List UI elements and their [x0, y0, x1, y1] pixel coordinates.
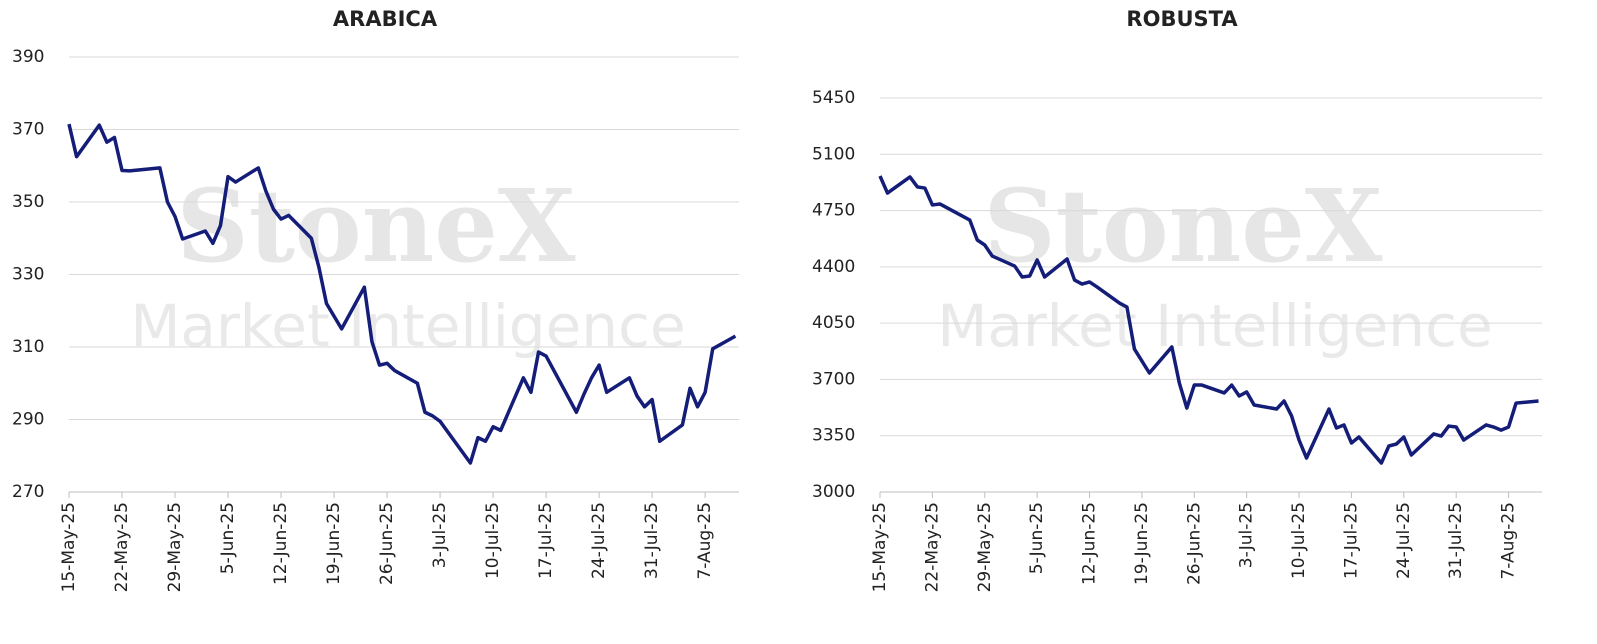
x-tick-label: 26-Jun-25 — [377, 502, 397, 585]
chart-title: ARABICA — [333, 7, 438, 31]
y-tick-label: 270 — [12, 482, 44, 502]
x-tick-label: 3-Jul-25 — [430, 502, 450, 568]
x-tick-label: 5-Jun-25 — [218, 502, 238, 574]
x-tick-label: 3-Jul-25 — [1237, 502, 1257, 568]
watermark-brand: StoneX — [176, 167, 575, 285]
x-tick-label: 19-Jun-25 — [1132, 502, 1152, 585]
x-tick-label: 31-Jul-25 — [642, 502, 662, 579]
x-tick-label: 29-May-25 — [975, 502, 995, 592]
y-tick-label: 3700 — [812, 369, 855, 389]
y-tick-label: 370 — [12, 120, 44, 140]
x-tick-label: 7-Aug-25 — [1499, 502, 1519, 580]
x-tick-label: 10-Jul-25 — [1289, 502, 1309, 579]
y-tick-label: 3350 — [812, 426, 855, 446]
price-line — [878, 175, 1539, 465]
x-tick-label: 17-Jul-25 — [536, 502, 556, 579]
y-tick-label: 3000 — [812, 482, 855, 502]
x-tick-label: 24-Jul-25 — [589, 502, 609, 579]
x-tick-label: 15-May-25 — [59, 502, 79, 592]
watermark-tagline: Market Intelligence — [937, 292, 1492, 360]
x-tick-label: 19-Jun-25 — [324, 502, 344, 585]
x-tick-label: 7-Aug-25 — [695, 502, 715, 580]
x-tick-label: 31-Jul-25 — [1446, 502, 1466, 579]
x-tick-label: 5-Jun-25 — [1027, 502, 1047, 574]
x-tick-label: 26-Jun-25 — [1184, 502, 1204, 585]
x-tick-label: 22-May-25 — [112, 502, 132, 592]
x-tick-label: 10-Jul-25 — [483, 502, 503, 579]
y-tick-label: 4400 — [812, 257, 855, 277]
y-tick-label: 290 — [12, 410, 44, 430]
y-tick-label: 310 — [12, 337, 44, 357]
watermark-brand: StoneX — [983, 167, 1382, 285]
x-tick-label: 22-May-25 — [922, 502, 942, 592]
x-tick-label: 12-Jun-25 — [271, 502, 291, 585]
y-tick-label: 390 — [12, 47, 44, 67]
x-tick-label: 24-Jul-25 — [1394, 502, 1414, 579]
chart-title: ROBUSTA — [1126, 7, 1238, 31]
y-tick-label: 5100 — [812, 144, 855, 164]
x-tick-label: 17-Jul-25 — [1341, 502, 1361, 579]
x-tick-label: 29-May-25 — [165, 502, 185, 592]
x-tick-label: 15-May-25 — [870, 502, 890, 592]
y-tick-label: 4050 — [812, 313, 855, 333]
price-line — [67, 123, 737, 465]
x-tick-label: 12-Jun-25 — [1080, 502, 1100, 585]
y-tick-label: 4750 — [812, 201, 855, 221]
y-tick-label: 5450 — [812, 88, 855, 108]
y-tick-label: 350 — [12, 192, 44, 212]
y-tick-label: 330 — [12, 265, 44, 285]
watermark-tagline: Market Intelligence — [130, 292, 685, 360]
